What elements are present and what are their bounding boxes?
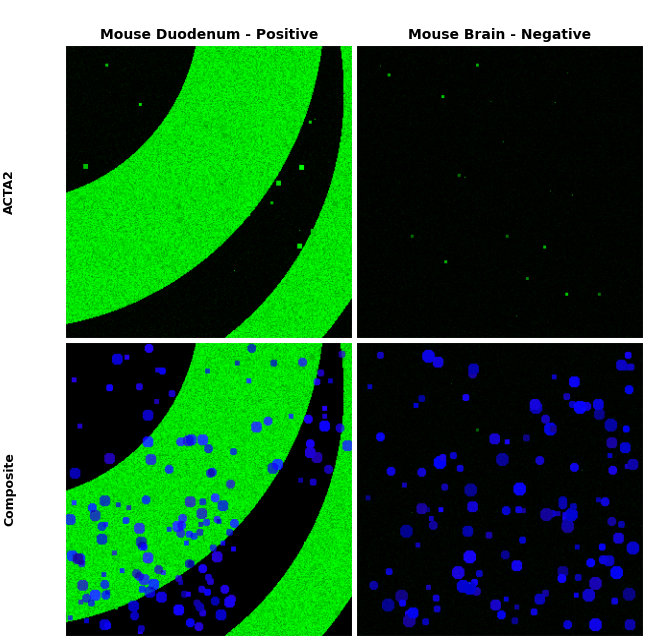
Title: Mouse Brain - Negative: Mouse Brain - Negative — [408, 28, 592, 42]
Title: Mouse Duodenum - Positive: Mouse Duodenum - Positive — [99, 28, 318, 42]
Text: ACTA2: ACTA2 — [3, 170, 16, 215]
Text: Composite: Composite — [3, 453, 16, 527]
